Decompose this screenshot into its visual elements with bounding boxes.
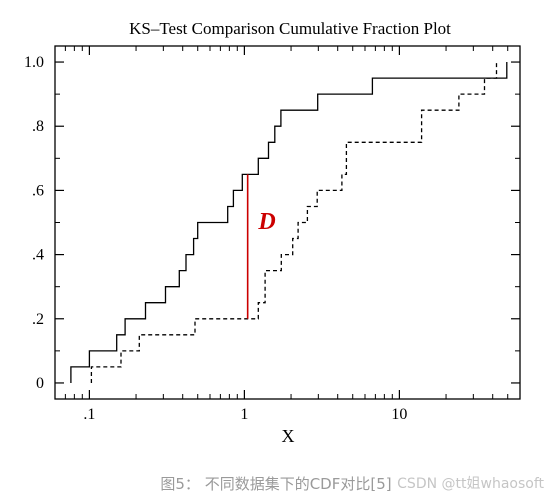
annotation-layer: D xyxy=(246,174,276,319)
ks-d-statistic-label: D xyxy=(257,209,275,235)
y-tick-label: .4 xyxy=(32,247,44,264)
y-tick-label: .6 xyxy=(32,182,44,199)
y-tick-label: .2 xyxy=(32,311,44,328)
y-tick-label: .8 xyxy=(32,118,44,135)
x-tick-label: 10 xyxy=(391,406,407,423)
watermark: CSDN @tt姐whaosoft xyxy=(397,476,544,492)
chart-title: KS–Test Comparison Cumulative Fraction P… xyxy=(129,19,451,38)
axis-ticks: .1 1 10 0 .2 .4 .6 .8 1.0 xyxy=(24,46,520,423)
x-tick-label: .1 xyxy=(83,406,95,423)
plot-frame xyxy=(54,45,521,400)
figure-caption: 图5： 不同数据集下的CDF对比[5] xyxy=(160,475,392,493)
y-tick-label: 0 xyxy=(36,375,44,392)
cdf-series-solid xyxy=(70,62,508,383)
ks-test-cumulative-fraction-plot: KS–Test Comparison Cumulative Fraction P… xyxy=(24,19,521,446)
x-tick-label: 1 xyxy=(240,406,248,423)
series-layer xyxy=(70,62,508,383)
x-axis-label: X xyxy=(282,426,295,446)
cdf-series-dashed xyxy=(90,62,498,383)
y-tick-label: 1.0 xyxy=(24,54,44,71)
